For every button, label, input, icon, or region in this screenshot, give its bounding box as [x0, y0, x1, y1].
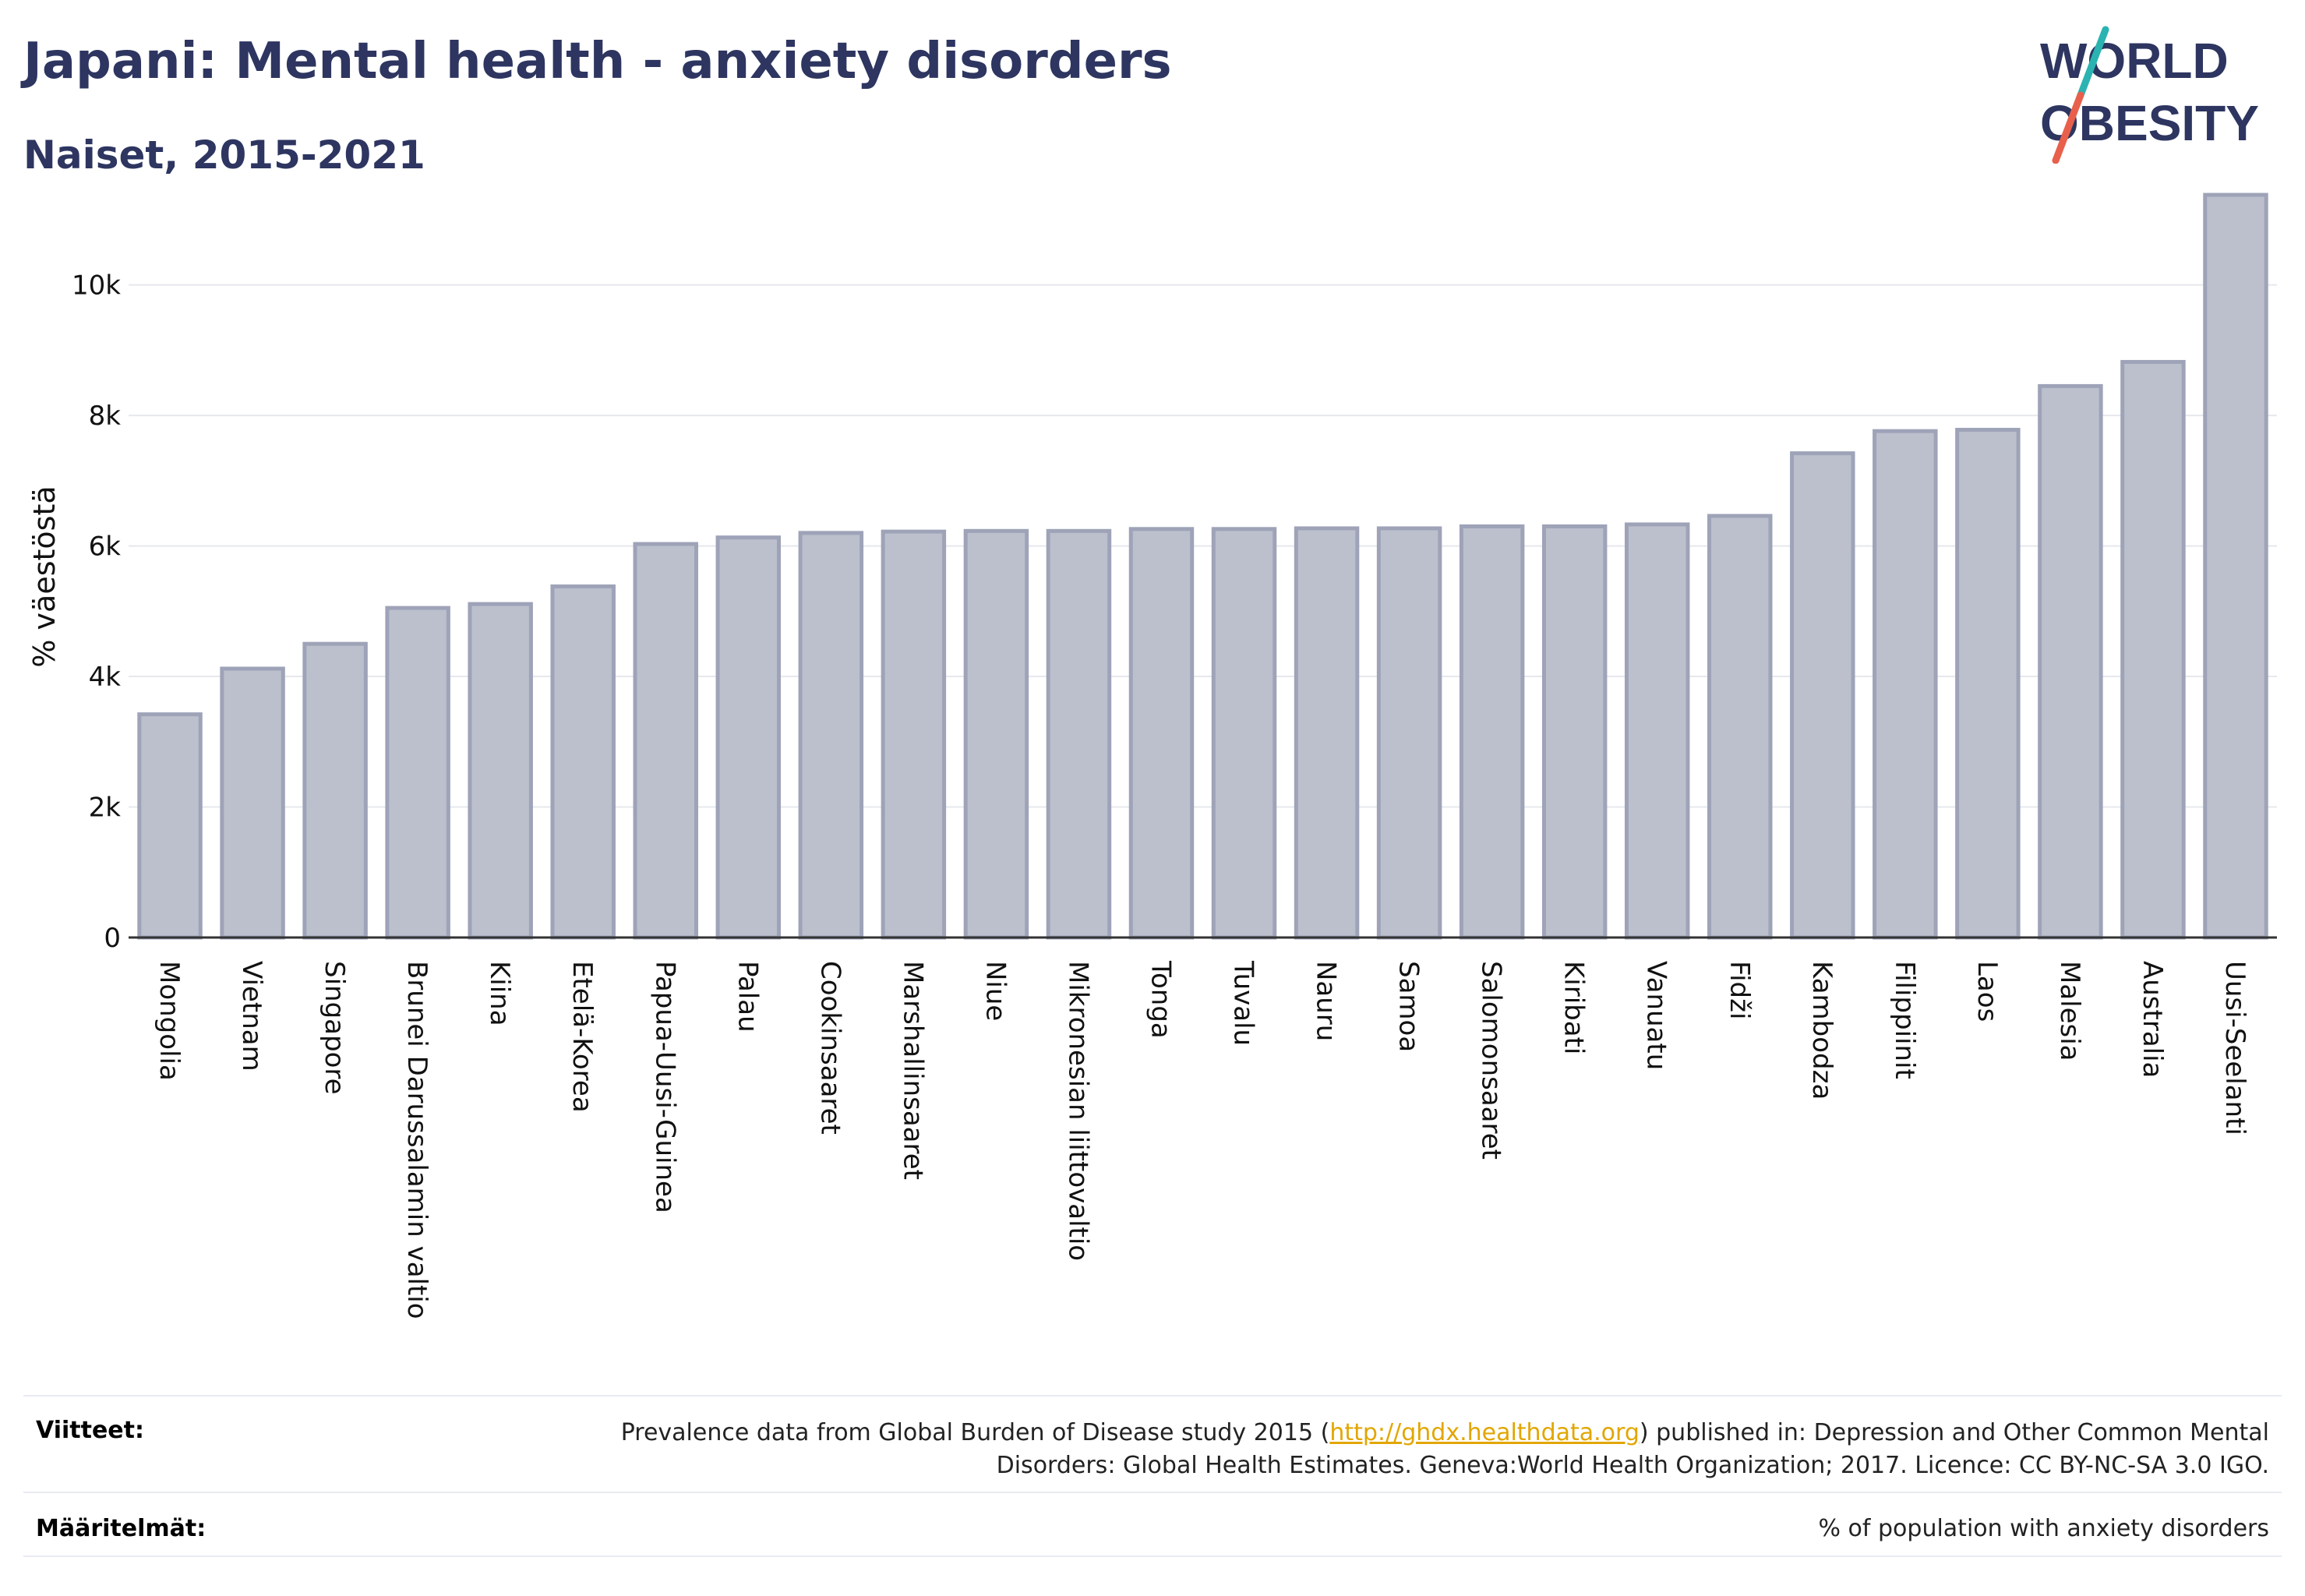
bar: [137, 712, 203, 940]
y-tick-label: 10k: [72, 270, 121, 302]
definitions-text: % of population with anxiety disorders: [1818, 1515, 2269, 1542]
bar: [963, 528, 1029, 940]
x-tick-label: Kambodza: [1806, 961, 1837, 1100]
bar: [1541, 524, 1608, 940]
bars: [137, 192, 2268, 940]
chart-subtitle: Naiset, 2015-2021: [23, 132, 425, 178]
x-tick-label: Australia: [2137, 961, 2168, 1078]
x-axis-labels: Mongolia Vietnam Singapore Brunei Darussala…: [154, 960, 2250, 1319]
separator-middle: [23, 1492, 2282, 1493]
bar: [1955, 428, 2021, 940]
bar: [1128, 527, 1195, 940]
separator-top: [23, 1395, 2282, 1396]
separator-bottom: [23, 1555, 2282, 1557]
x-tick-label: Marshallinsaaret: [897, 961, 928, 1180]
references-label: Viitteet:: [36, 1417, 144, 1444]
bar: [715, 535, 782, 940]
x-tick-label: Tuvalu: [1228, 960, 1259, 1046]
x-tick-label: Cookinsaaret: [814, 961, 845, 1135]
y-tick-label: 4k: [89, 662, 122, 693]
x-tick-label: Palau: [732, 961, 763, 1033]
x-tick-label: Vanuatu: [1641, 961, 1672, 1070]
logo-line1: WORLD: [2040, 33, 2229, 89]
x-tick-label: Singapore: [319, 961, 350, 1095]
x-tick-label: Papua-Uusi-Guinea: [649, 961, 680, 1213]
x-tick-label: Tonga: [1145, 960, 1176, 1039]
bar: [1294, 526, 1360, 940]
bar: [385, 606, 450, 940]
logo-slash-coral: [2052, 91, 2084, 164]
chart-title: Japani: Mental health - anxiety disorder…: [23, 33, 1172, 90]
x-tick-label: Kiina: [484, 961, 515, 1026]
x-tick-label: Uusi-Seelanti: [2219, 961, 2250, 1135]
x-tick-label: Mikronesian liittovaltio: [1062, 961, 1093, 1261]
x-tick-label: Niue: [980, 961, 1011, 1021]
x-tick-label: Nauru: [1311, 961, 1342, 1041]
x-tick-label: Mongolia: [154, 961, 185, 1081]
references-link[interactable]: http://ghdx.healthdata.org: [1329, 1419, 1640, 1446]
bar: [1790, 451, 1855, 940]
x-tick-label: Samoa: [1393, 961, 1424, 1052]
bar: [468, 602, 533, 940]
bar: [1211, 527, 1277, 940]
bar: [2038, 383, 2103, 940]
bar: [1046, 528, 1112, 940]
y-tick-label: 8k: [89, 401, 122, 432]
bar: [2203, 192, 2268, 940]
bar: [550, 584, 616, 940]
logo-slash-teal: [2077, 26, 2109, 99]
bar: [2120, 359, 2186, 940]
y-axis-label: % väestöstä: [27, 486, 62, 667]
references-post: ) published in: Depression and Other Com…: [996, 1419, 2269, 1479]
definitions-label: Määritelmät:: [36, 1515, 206, 1542]
x-tick-label: Kiribati: [1558, 961, 1590, 1054]
x-tick-label: Vietnam: [236, 961, 267, 1072]
bar: [302, 641, 368, 940]
bar: [633, 542, 698, 940]
references-text: Prevalence data from Global Burden of Di…: [555, 1417, 2269, 1482]
y-tick-label: 2k: [89, 793, 122, 824]
x-tick-label: Laos: [1971, 961, 2003, 1022]
y-tick-label: 0: [104, 923, 121, 954]
bar: [1459, 524, 1525, 940]
bar: [1624, 522, 1690, 940]
x-tick-label: Filippiinit: [1889, 961, 1920, 1079]
world-obesity-logo: WORLD OBESITY: [2040, 26, 2259, 164]
bar: [881, 529, 947, 940]
bar: [1873, 429, 1938, 940]
y-tick-label: 6k: [89, 531, 122, 563]
grid-lines: [129, 284, 2277, 808]
bar: [1376, 526, 1442, 940]
x-tick-label: Malesia: [2054, 961, 2085, 1061]
y-axis-ticks: 0 2k 4k 6k 8k 10k: [72, 270, 121, 954]
references-pre: Prevalence data from Global Burden of Di…: [620, 1419, 1330, 1446]
bar: [798, 531, 864, 940]
x-tick-label: Salomonsaaret: [1476, 961, 1507, 1160]
bar: [1707, 514, 1773, 940]
x-tick-label: Fidži: [1724, 961, 1755, 1019]
x-tick-label: Etelä-Korea: [567, 961, 598, 1113]
bar-chart: 0 2k 4k 6k 8k 10k Mongolia Vietnam Singapore Bru…: [27, 192, 2277, 1319]
x-tick-label: Brunei Darussalamin valtio: [401, 961, 432, 1319]
bar: [220, 666, 285, 940]
